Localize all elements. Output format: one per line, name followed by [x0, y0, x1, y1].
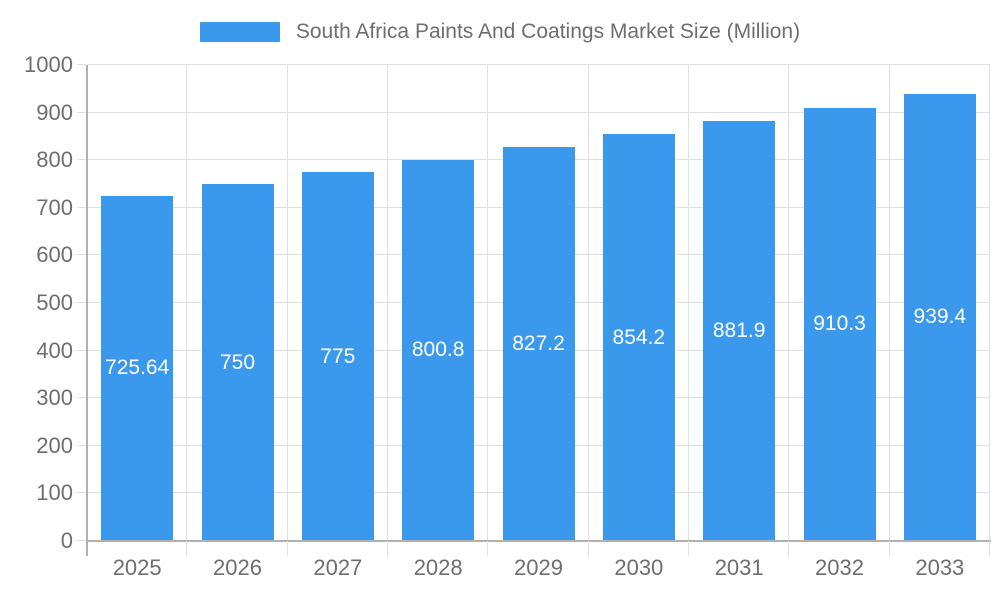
y-axis-tick	[77, 397, 86, 399]
x-axis-tick	[989, 541, 990, 556]
y-axis-tick	[77, 349, 86, 351]
x-axis-label: 2032	[815, 555, 864, 580]
bar-value-label: 725.64	[105, 356, 170, 380]
v-gridline	[587, 65, 589, 541]
y-axis-label: 0	[60, 528, 73, 553]
x-axis-label: 2029	[514, 555, 563, 580]
bar	[301, 172, 374, 541]
x-axis-tick	[487, 541, 489, 556]
bar-value-label: 750	[219, 350, 256, 374]
x-axis-tick	[587, 541, 589, 556]
bar	[402, 159, 475, 541]
y-axis-tick	[77, 64, 86, 65]
v-gridline	[688, 65, 689, 541]
x-axis-tick	[788, 541, 790, 556]
v-gridline	[387, 65, 388, 541]
y-axis-tick	[77, 206, 86, 208]
y-axis-label: 800	[36, 147, 73, 173]
bar	[703, 121, 776, 541]
y-axis-tick	[77, 111, 86, 113]
bar	[803, 107, 876, 541]
y-axis-label: 400	[36, 337, 73, 363]
bar-value-label: 881.9	[712, 319, 766, 343]
v-gridline	[487, 65, 489, 541]
h-gridline	[87, 64, 990, 65]
x-axis-label: 2025	[112, 555, 162, 580]
bar	[101, 195, 174, 541]
x-axis-label: 2033	[915, 555, 965, 580]
x-axis-label: 2027	[313, 555, 363, 580]
y-axis-tick	[77, 444, 86, 446]
x-axis-label: 2026	[213, 555, 262, 580]
bar	[201, 184, 274, 541]
y-axis-label: 100	[36, 480, 73, 506]
x-axis-tick	[688, 541, 689, 556]
y-axis-label: 1000	[24, 52, 73, 77]
v-gridline	[888, 65, 890, 541]
v-gridline	[788, 65, 790, 541]
y-axis-tick	[77, 540, 86, 541]
bar-value-label: 800.8	[411, 338, 465, 362]
bar	[903, 93, 976, 541]
v-gridline	[286, 65, 288, 541]
y-axis-label: 700	[36, 194, 73, 220]
bar-value-label: 939.4	[913, 305, 967, 329]
x-axis-label: 2030	[614, 555, 664, 580]
y-axis-label: 900	[36, 99, 73, 125]
x-axis-label: 2031	[714, 555, 764, 580]
v-gridline	[186, 65, 188, 541]
chart-title: South Africa Paints And Coatings Market …	[295, 20, 801, 43]
bar	[602, 134, 675, 541]
bar	[502, 147, 575, 541]
legend[interactable]: South Africa Paints And Coatings Market …	[0, 18, 1000, 46]
x-axis-tick	[387, 541, 388, 556]
bar-value-label: 827.2	[512, 332, 565, 356]
y-axis-label: 600	[36, 242, 73, 268]
bar-value-label: 775	[320, 344, 356, 368]
x-axis-label: 2028	[413, 555, 463, 580]
y-axis-label: 500	[36, 290, 73, 315]
y-axis-line	[86, 65, 88, 556]
bar-value-label: 910.3	[813, 312, 866, 336]
x-axis-tick	[186, 541, 188, 556]
legend-swatch	[199, 22, 280, 42]
y-axis-tick	[77, 492, 86, 494]
x-axis-tick	[888, 541, 890, 556]
x-axis-line	[87, 540, 991, 542]
x-axis-tick	[286, 541, 288, 556]
plot-area: 725.64 750 775 800.8 827.2 854.2 881.9 910.3 939…	[87, 64, 990, 541]
bar-value-label: 854.2	[612, 325, 666, 349]
y-axis-label: 200	[36, 432, 73, 458]
y-axis-label: 300	[36, 385, 73, 411]
h-gridline	[87, 111, 990, 113]
y-axis-tick	[77, 159, 86, 161]
y-axis-tick	[77, 302, 86, 303]
y-axis-tick	[77, 254, 86, 256]
v-gridline	[989, 65, 990, 541]
